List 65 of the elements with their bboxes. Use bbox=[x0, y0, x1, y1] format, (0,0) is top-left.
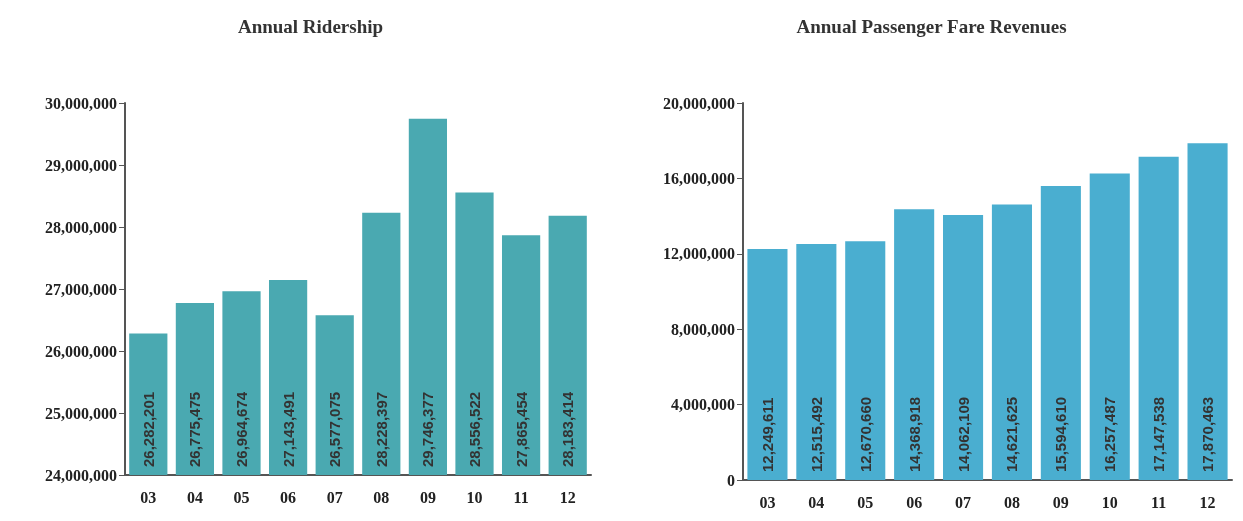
y-tick-label: 8,000,000 bbox=[671, 320, 735, 338]
y-tick-label: 4,000,000 bbox=[671, 396, 735, 414]
bar bbox=[894, 209, 935, 480]
y-tick-label: 25,000,000 bbox=[45, 404, 117, 422]
data-label: 16,257,487 bbox=[1101, 396, 1119, 472]
y-tick-label: 20,000,000 bbox=[663, 94, 735, 112]
y-tick-label: 28,000,000 bbox=[45, 218, 117, 236]
data-label: 26,964,674 bbox=[233, 391, 250, 467]
chart-title: Annual Ridership bbox=[237, 16, 384, 37]
bar bbox=[1040, 186, 1081, 480]
x-tick-label: 04 bbox=[186, 488, 203, 506]
data-label: 28,556,522 bbox=[466, 391, 483, 467]
bar bbox=[1138, 156, 1179, 480]
chart-title: Annual Passenger Fare Revenues bbox=[796, 16, 1067, 37]
x-tick-label: 09 bbox=[419, 488, 436, 506]
x-tick-label: 06 bbox=[280, 488, 297, 506]
x-tick-label: 07 bbox=[326, 488, 343, 506]
x-tick-label: 03 bbox=[140, 488, 157, 506]
y-tick-label: 29,000,000 bbox=[45, 156, 117, 174]
data-label: 26,577,075 bbox=[326, 391, 344, 467]
data-label: 17,147,538 bbox=[1150, 396, 1168, 472]
x-tick-label: 08 bbox=[373, 488, 390, 506]
y-tick-label: 24,000,000 bbox=[45, 466, 117, 484]
data-label: 28,183,414 bbox=[559, 391, 577, 467]
bar bbox=[991, 204, 1032, 480]
y-tick-label: 12,000,000 bbox=[663, 245, 735, 263]
y-tick-label: 0 bbox=[727, 471, 735, 489]
x-tick-label: 04 bbox=[808, 493, 825, 511]
x-tick-label: 06 bbox=[906, 493, 923, 511]
bar bbox=[1187, 143, 1228, 480]
data-label: 14,621,625 bbox=[1003, 396, 1021, 472]
data-label: 28,228,397 bbox=[372, 391, 390, 467]
data-label: 26,775,475 bbox=[186, 391, 204, 467]
x-tick-label: 11 bbox=[1151, 493, 1167, 511]
data-label: 14,062,109 bbox=[954, 396, 972, 472]
data-label: 29,746,377 bbox=[419, 391, 437, 467]
y-tick-label: 16,000,000 bbox=[663, 169, 735, 187]
y-tick-label: 30,000,000 bbox=[45, 94, 117, 112]
x-tick-label: 05 bbox=[857, 493, 874, 511]
data-label: 27,143,491 bbox=[279, 391, 297, 467]
data-label: 15,594,610 bbox=[1052, 396, 1070, 472]
x-tick-label: 07 bbox=[955, 493, 972, 511]
data-label: 14,368,918 bbox=[905, 396, 923, 472]
x-tick-label: 05 bbox=[233, 488, 250, 506]
x-tick-label: 12 bbox=[559, 488, 576, 506]
bar bbox=[845, 241, 886, 480]
bar bbox=[796, 244, 837, 480]
bar bbox=[1089, 173, 1130, 480]
data-label: 26,282,201 bbox=[139, 391, 157, 467]
x-tick-label: 12 bbox=[1199, 493, 1216, 511]
bar bbox=[943, 214, 984, 480]
data-label: 27,865,454 bbox=[512, 391, 530, 467]
y-tick-label: 26,000,000 bbox=[45, 342, 117, 360]
bar bbox=[747, 249, 788, 480]
x-tick-label: 09 bbox=[1052, 493, 1069, 511]
x-tick-label: 10 bbox=[1101, 493, 1118, 511]
x-tick-label: 10 bbox=[466, 488, 483, 506]
data-label: 12,249,611 bbox=[758, 397, 776, 472]
x-tick-label: 08 bbox=[1003, 493, 1020, 511]
x-tick-label: 03 bbox=[759, 493, 776, 511]
x-tick-label: 11 bbox=[513, 488, 529, 506]
y-tick-label: 27,000,000 bbox=[45, 280, 117, 298]
data-label: 12,670,660 bbox=[856, 396, 874, 472]
data-label: 17,870,463 bbox=[1199, 396, 1217, 472]
data-label: 12,515,492 bbox=[807, 396, 825, 472]
